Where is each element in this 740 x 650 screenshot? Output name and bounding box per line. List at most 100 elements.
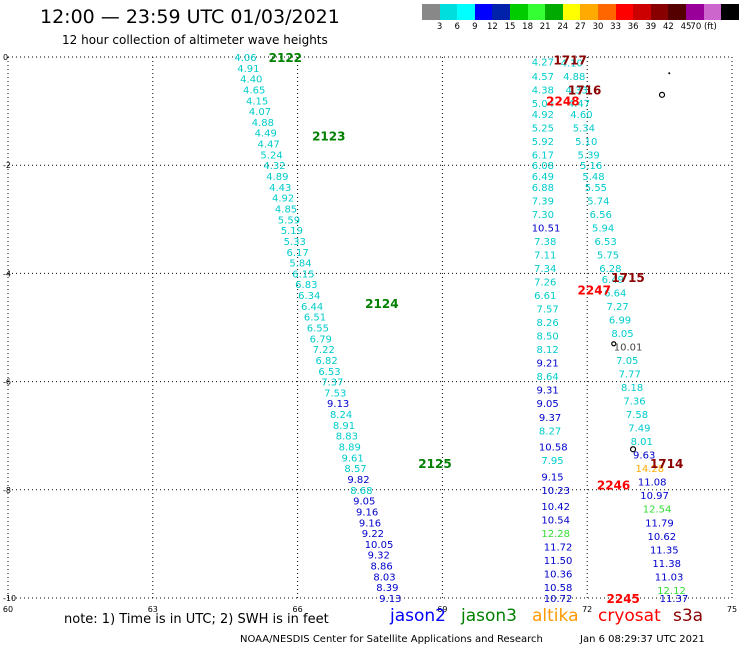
wave-height-value: 9.63 [633,451,655,462]
wave-height-value: 7.37 [321,378,343,389]
satellite-label-jason3: jason3 [461,606,517,626]
pass-number-label: 2247 [578,284,611,298]
wave-height-value: 4.92 [532,110,554,121]
wave-height-value: 10.01 [614,342,643,353]
wave-height-value: 6.53 [594,237,616,248]
color-swatch [703,4,722,20]
wave-height-value: 6.64 [604,288,626,299]
color-scale-label: 12 [486,22,498,32]
wave-height-value: 8.86 [370,562,392,573]
chart-title: 12:00 — 23:59 UTC 01/03/2021 [40,6,340,28]
wave-height-value: 7.57 [537,305,559,316]
wave-height-value: 5.04 [532,99,554,110]
color-swatch [650,4,669,20]
wave-height-value: 5.16 [580,161,602,172]
color-scale-label: 3 [436,22,443,32]
color-swatch [721,4,739,20]
wave-height-value: 4.92 [272,194,294,205]
wave-height-value: 12.12 [657,586,686,597]
wave-height-value: 10.05 [365,540,394,551]
x-tick-label: 69 [437,605,447,614]
color-scale-label: 30 [592,22,604,32]
wave-height-value: 4.47 [568,99,590,110]
wave-height-value: 10.51 [532,223,561,234]
chart-subtitle: 12 hour collection of altimeter wave hei… [62,33,328,47]
wave-height-value: 10.58 [544,583,573,594]
wave-height-value: 5.94 [592,223,614,234]
wave-height-value: 10.23 [541,486,570,497]
wave-height-value: 5.55 [585,183,607,194]
wave-height-value: 4.32 [263,161,285,172]
wave-height-value: 9.22 [362,529,384,540]
wave-height-value: 10.36 [544,570,573,581]
wave-height-value: 8.83 [336,432,358,443]
wave-height-value: 11.72 [544,543,573,554]
color-swatch [580,4,598,20]
wave-height-value: 8.91 [333,421,355,432]
color-scale-label: 18 [522,22,534,32]
color-scale-labels: 3 6 9 12 15 18 21 24 27 30 33 36 39 42 45 70 (ft) [422,22,740,34]
wave-height-value: 9.21 [537,359,559,370]
wave-height-value: 4.88 [563,72,585,83]
wave-height-value: 9.82 [347,475,369,486]
color-scale-label: 15 [504,22,516,32]
pass-number-label: 2122 [269,51,302,65]
wave-height-value: 6.28 [599,264,621,275]
color-swatch [668,4,686,20]
color-scale-label: 27 [574,22,586,32]
wave-height-value: 12.28 [541,529,570,540]
wave-height-value: 6.49 [532,172,554,183]
wave-height-value: 14.28 [635,464,664,475]
wave-height-value: 7.38 [534,237,556,248]
wave-height-value: 4.91 [237,64,259,75]
pass-number-label: 2124 [365,297,398,311]
wave-height-value: 9.13 [327,399,349,410]
wave-height-value: 11.03 [655,572,684,583]
color-swatch [527,4,546,20]
wave-height-value: 5.10 [575,137,597,148]
satellite-label-altika: altika [532,606,579,626]
wave-height-value: 9.16 [359,518,381,529]
wave-height-value: 4.88 [252,118,274,129]
color-swatch [633,4,651,20]
y-tick-label: -4 [3,269,11,278]
wave-height-value: 6.55 [307,324,329,335]
wave-height-value: 5.24 [260,150,282,161]
wave-height-value: 9.13 [379,594,401,605]
color-scale-label: 24 [557,22,569,32]
color-scale-bar [422,4,739,20]
color-scale-label: 9 [472,22,478,32]
wave-height-value: 4.89 [266,172,288,183]
wave-height-value: 4.38 [532,85,554,96]
satellite-label-cryosat: cryosat [598,606,661,626]
wave-height-value: 10.97 [640,491,669,502]
wave-height-value: 8.01 [631,437,653,448]
island-outline [658,91,666,98]
wave-height-value: 9.37 [539,413,561,424]
y-tick-label: -2 [3,161,11,170]
wave-height-value: 6.51 [304,313,326,324]
x-tick-label: 75 [727,605,737,614]
color-scale-label: 42 [662,22,674,32]
wave-height-value: 8.27 [539,426,561,437]
wave-height-value: 4.43 [269,183,291,194]
y-tick-label: -10 [3,594,16,603]
wave-height-value: 5.92 [532,137,554,148]
wave-height-value: 4.15 [246,96,268,107]
wave-height-value: 4.07 [249,107,271,118]
wave-height-value: 11.37 [660,594,689,605]
y-tick-label: 0 [3,53,8,62]
wave-height-value: 9.15 [541,472,563,483]
wave-height-value: 5.34 [573,123,595,134]
wave-height-value: 11.35 [650,545,679,556]
wave-height-value: 8.03 [373,572,395,583]
wave-height-value: 8.26 [537,318,559,329]
wave-height-value: 4.85 [275,204,297,215]
color-scale-label: 33 [610,22,622,32]
wave-height-value: 6.88 [532,183,554,194]
wave-height-value: 7.05 [616,356,638,367]
pass-number-label: 1716 [568,83,601,97]
satellite-label-jason2: jason2 [390,606,446,626]
wave-height-value: 5.75 [597,250,619,261]
